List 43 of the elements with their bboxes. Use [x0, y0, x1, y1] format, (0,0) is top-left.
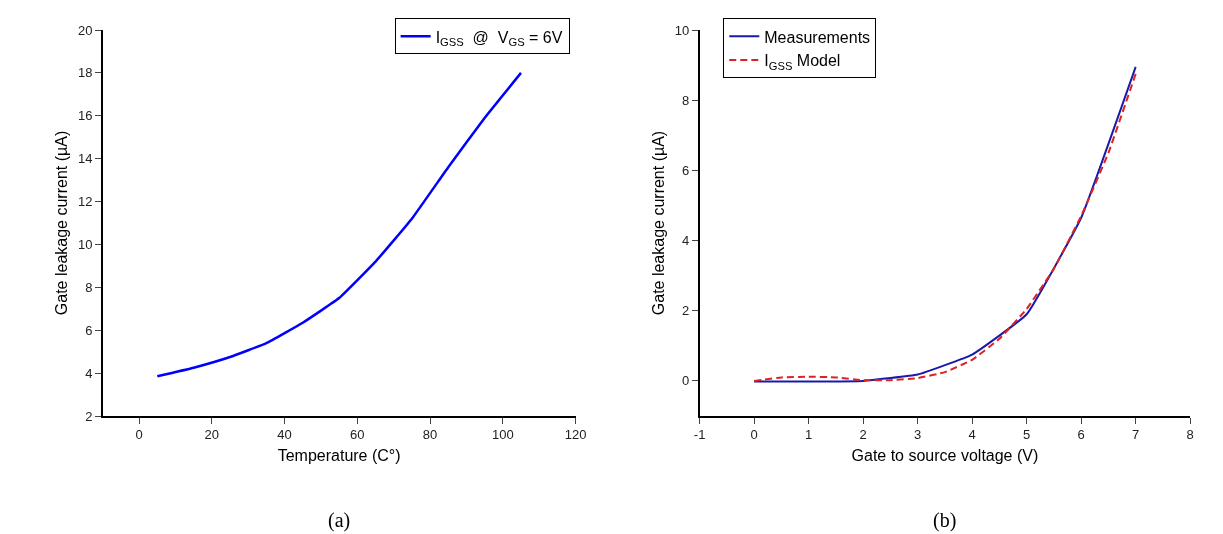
y-tick-label: 0 [682, 373, 690, 389]
x-tick-label: 5 [1023, 427, 1031, 443]
y-tick-label: 14 [77, 151, 93, 167]
y-tick-label: 16 [77, 108, 93, 124]
x-tick-label: 100 [491, 427, 514, 443]
x-axis-title: Temperature (C°) [277, 446, 401, 464]
x-tick-label: 0 [750, 427, 758, 443]
x-tick-label: 40 [277, 427, 292, 443]
x-tick-label: 0 [135, 427, 143, 443]
x-tick-label: 2 [859, 427, 867, 443]
y-tick-label: 20 [77, 22, 93, 38]
x-tick-label: 7 [1132, 427, 1140, 443]
y-axis-title: Gate leakage current (µA) [650, 130, 668, 316]
legend-label: Measurements [764, 28, 871, 46]
x-tick-label: 3 [914, 427, 922, 443]
legend-label: I$_{GSS}$ @ V$_{GS}$ = 6V [435, 28, 563, 48]
y-tick-label: 18 [77, 65, 93, 81]
x-tick-label: 120 [564, 427, 587, 443]
y-tick-label: 6 [85, 322, 93, 338]
text: (a) [328, 509, 351, 532]
y-tick-label: 2 [682, 303, 690, 319]
x-tick-label: 6 [1077, 427, 1085, 443]
y-tick-label: 4 [85, 365, 93, 381]
x-tick-label: 80 [422, 427, 438, 443]
y-tick-label: 8 [682, 92, 690, 108]
legend-label: I$_{GSS}$ Model [764, 52, 841, 72]
x-tick-label: 8 [1186, 427, 1194, 443]
line-series [156, 71, 523, 378]
text: (b) [933, 509, 957, 532]
y-tick-label: 10 [77, 236, 93, 252]
y-tick-label: 12 [77, 194, 93, 210]
y-tick-label: 10 [674, 22, 690, 38]
x-tick-label: 60 [350, 427, 365, 443]
y-tick-label: 6 [682, 162, 690, 178]
x-tick-label: 4 [968, 427, 976, 443]
x-tick-label: -1 [693, 427, 706, 443]
y-tick-label: 8 [85, 279, 93, 295]
y-tick-label: 4 [682, 233, 690, 249]
x-axis-title: Gate to source voltage (V) [851, 446, 1039, 464]
y-tick-label: 2 [85, 408, 93, 424]
x-tick-label: 1 [805, 427, 813, 443]
x-tick-label: 20 [204, 427, 220, 443]
y-axis-title: Gate leakage current (µA) [53, 130, 71, 316]
